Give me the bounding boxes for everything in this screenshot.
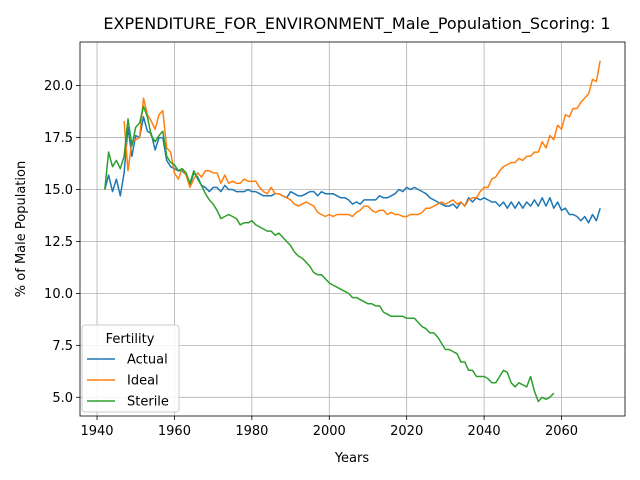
y-tick-label: 20.0	[44, 79, 73, 94]
legend-title: Fertility	[106, 332, 155, 347]
legend-label-ideal: Ideal	[127, 374, 159, 389]
series-lines	[104, 60, 601, 403]
x-tick-label: 2000	[313, 424, 346, 439]
y-tick-label: 7.5	[52, 339, 73, 354]
series-line-sterile	[104, 105, 555, 403]
chart-title: EXPENDITURE_FOR_ENVIRONMENT_Male_Populat…	[103, 14, 610, 34]
y-tick-label: 5.0	[52, 391, 73, 406]
plot-frame	[79, 41, 626, 417]
legend-label-actual: Actual	[127, 353, 168, 368]
x-tick-label: 1940	[80, 424, 113, 439]
y-tick-label: 12.5	[44, 235, 73, 250]
x-tick-label: 2020	[390, 424, 423, 439]
x-tick-label: 1960	[158, 424, 191, 439]
y-tick-label: 15.0	[44, 183, 73, 198]
legend-box	[81, 324, 180, 413]
legend-items: Actual Ideal Sterile	[87, 353, 169, 410]
legend-label-sterile: Sterile	[127, 395, 169, 410]
x-axis-label: Years	[334, 451, 370, 466]
legend: Fertility Actual Ideal Sterile	[81, 324, 180, 413]
x-axis: 1940 1960 1980 2000 2020 2040 2060	[80, 416, 578, 439]
series-line-ideal	[123, 60, 601, 218]
x-tick-label: 2060	[545, 424, 578, 439]
x-tick-label: 2040	[468, 424, 501, 439]
y-axis: 5.0 7.5 10.0 12.5 15.0 17.5 20.0	[44, 79, 80, 406]
x-tick-label: 1980	[235, 424, 268, 439]
y-tick-label: 10.0	[44, 287, 73, 302]
y-tick-label: 17.5	[44, 131, 73, 146]
y-axis-label: % of Male Population	[14, 161, 29, 297]
